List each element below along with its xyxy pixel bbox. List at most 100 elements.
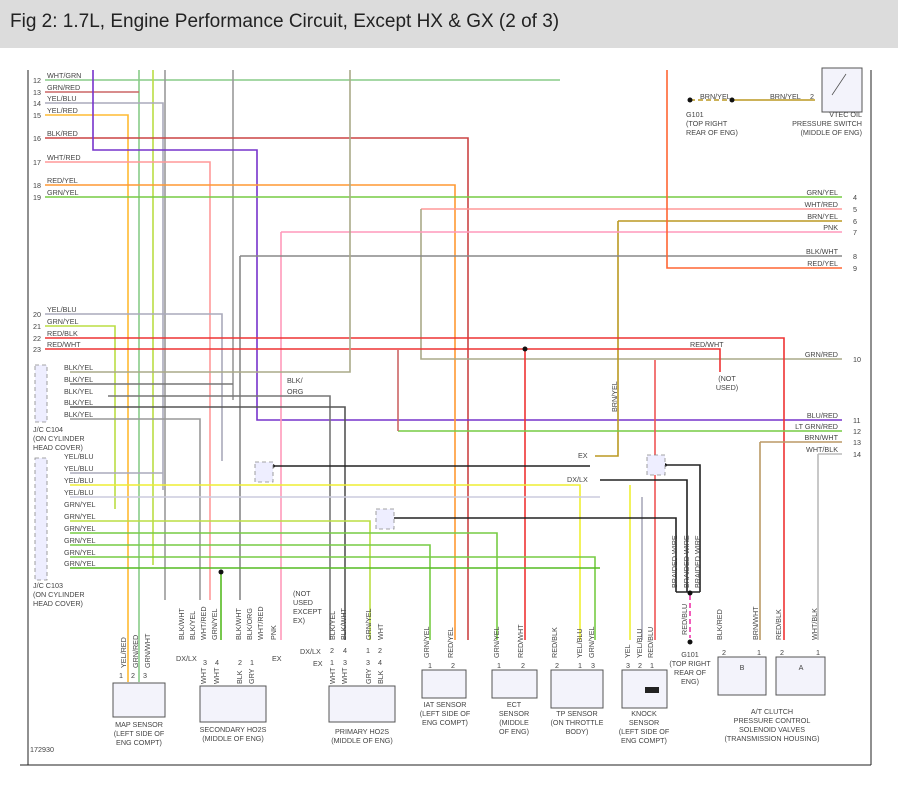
sec-ex-label: EX (272, 654, 282, 663)
left-pin-number: 22 (33, 334, 41, 343)
components (34, 67, 863, 723)
left-wire-label: YEL/BLU (47, 305, 77, 314)
left-pin-number: 19 (33, 193, 41, 202)
dxlx-label: DX/LX (567, 475, 588, 484)
not-used-except-label: (NOT (293, 589, 311, 598)
pri-dxlx-label: DX/LX (300, 647, 321, 656)
pin-number: 3 (343, 658, 347, 667)
ho2s-wire-label: WHT (212, 667, 221, 684)
bottom-wire-label: PNK (269, 625, 278, 640)
at-solenoid-label: PRESSURE CONTROL (734, 716, 811, 725)
figure-number: 172930 (30, 745, 54, 754)
vtec-switch-label: (MIDDLE OF ENG) (801, 128, 863, 137)
right-pin-number: 11 (853, 416, 860, 425)
pin-number: 1 (119, 671, 123, 680)
c103-connector (34, 457, 48, 581)
bottom-wire-label: GRN/YEL (210, 608, 219, 640)
c103-name: (ON CYLINDER (33, 590, 85, 599)
iat-sensor-label: IAT SENSOR (424, 700, 467, 709)
pin-number: 3 (591, 661, 595, 670)
ect-sensor-label: (MIDDLE (499, 718, 529, 727)
ect-sensor-label: OF ENG) (499, 727, 529, 736)
c103-name: J/C C103 (33, 581, 63, 590)
map-sensor-label: (LEFT SIDE OF (114, 729, 165, 738)
pin-number: 4 (343, 646, 347, 655)
not-used-except-label: EXCEPT (293, 607, 322, 616)
c104-wire-label: BLK/YEL (64, 363, 93, 372)
c104-wire-label: BLK/YEL (64, 398, 93, 407)
pin-number: 1 (757, 648, 761, 657)
left-pin-number: 16 (33, 134, 41, 143)
iat-sensor-box (421, 669, 467, 699)
right-wire-label: BLK/WHT (806, 247, 839, 256)
braided-wire-label: BRAIDED WIRE (670, 535, 679, 588)
ho2s-wire-label: WHT (328, 667, 337, 684)
knock-sensor-box (621, 669, 668, 709)
bottom-wire-label: BRN/WHT (751, 606, 760, 640)
pin-number: 3 (366, 658, 370, 667)
blk-org-label: ORG (287, 387, 304, 396)
knock-sensor-label: KNOCK (631, 709, 657, 718)
pin-number: 2 (555, 661, 559, 670)
pin-number: 1 (250, 658, 254, 667)
right-pin-number: 14 (853, 450, 861, 459)
not-used-except-label: USED (293, 598, 313, 607)
map-sensor-label: ENG COMPT) (116, 738, 162, 747)
left-wire-label: YEL/BLU (47, 94, 77, 103)
pin-number: 4 (378, 658, 382, 667)
primary-ho2s-label: (MIDDLE OF ENG) (331, 736, 393, 745)
right-pin-number: 4 (853, 193, 857, 202)
g101-top-label: (TOP RIGHT (686, 119, 728, 128)
g101-wire-label: BRN/YEL (700, 92, 731, 101)
secondary-ho2s-label: SECONDARY HO2S (200, 725, 267, 734)
bottom-wire-label: YEL (623, 644, 632, 658)
left-pin-number: 17 (33, 158, 41, 167)
ex-label: EX (578, 451, 588, 460)
c103-name: HEAD COVER) (33, 599, 83, 608)
left-wire-label: GRN/YEL (47, 188, 79, 197)
braided-wire-label: BRAIDED WIRE (693, 535, 702, 588)
wires (45, 70, 842, 682)
left-pin-number: 23 (33, 345, 41, 354)
secondary-ho2s-box (199, 685, 267, 723)
map-sensor-box (112, 682, 166, 718)
bottom-wire-label: RED/WHT (516, 624, 525, 658)
bottom-wire-label: YEL/RED (119, 637, 128, 668)
bottom-wire-label: BLK/RED (715, 609, 724, 640)
bottom-wire-label: BLK/YEL (188, 611, 197, 640)
right-pin-number: 9 (853, 264, 857, 273)
pin-number: 1 (650, 661, 654, 670)
pin-number: 3 (626, 661, 630, 670)
sec-dxlx-label: DX/LX (176, 654, 197, 663)
bottom-wire-label: GRN/YEL (492, 626, 501, 658)
shield-connector (646, 454, 666, 476)
c103-wire-label: GRN/YEL (64, 512, 96, 521)
c103-wire-label: YEL/BLU (64, 488, 94, 497)
left-pin-number: 18 (33, 181, 41, 190)
bottom-wire-label: YEL/BLU (575, 628, 584, 658)
bottom-wire-label: YEL/BLU (635, 628, 644, 658)
bottom-wire-label: WHT (376, 623, 385, 640)
bottom-wire-label: WHT/BLK (810, 608, 819, 640)
bottom-wire-label: RED/BLK (550, 627, 559, 658)
left-wire-label: WHT/RED (47, 153, 81, 162)
right-pin-number: 6 (853, 217, 857, 226)
ho2s-wire-label: GRY (364, 668, 373, 684)
not-used-except-label: EX) (293, 616, 305, 625)
right-wire-label: PNK (823, 223, 838, 232)
ho2s-wire-label: BLK (235, 670, 244, 684)
diagram-frame (20, 70, 872, 766)
g101-bottom-label: REAR OF (674, 668, 707, 677)
g101-bottom-label: G101 (681, 650, 699, 659)
knock-sensor-label: ENG COMPT) (621, 736, 667, 745)
right-wire-label: LT GRN/RED (795, 422, 838, 431)
brn-yel-label: BRN/YEL (610, 381, 619, 412)
knock-element (645, 687, 659, 693)
bottom-wire-label: GRN/YEL (364, 608, 373, 640)
not-used-label: USED) (716, 383, 738, 392)
vtec-switch-label: PRESSURE SWITCH (792, 119, 862, 128)
solenoid-a-box (775, 656, 826, 696)
right-pin-number: 13 (853, 438, 861, 447)
